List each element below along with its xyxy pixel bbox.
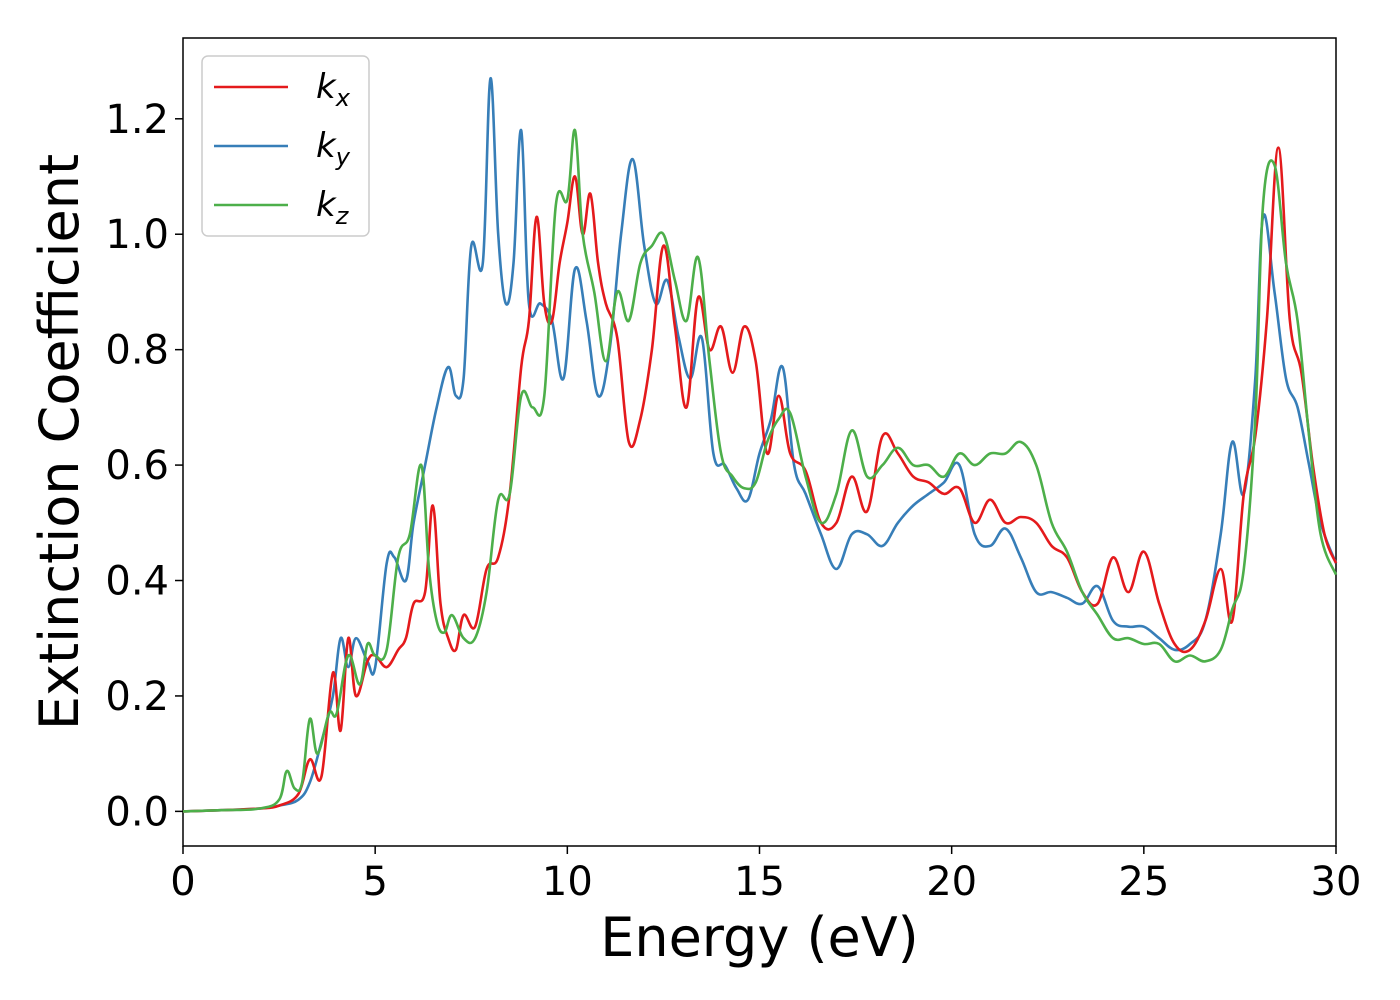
x-axis: 0 5 10 15 20 25 30	[170, 846, 1361, 905]
x-axis-title: Energy (eV)	[600, 906, 919, 969]
x-tick-label: 5	[362, 859, 387, 905]
y-tick-label: 0.2	[105, 674, 169, 720]
x-tick-label: 0	[170, 859, 195, 905]
legend-label-k_z: kz	[316, 185, 350, 230]
x-tick-label: 15	[734, 859, 785, 905]
series-line-k_x	[182, 146, 1338, 813]
y-tick-label: 1.0	[105, 212, 169, 258]
y-tick-label: 0.4	[105, 559, 169, 605]
series-line-k_z	[182, 128, 1338, 813]
series-line-k_y	[182, 77, 1338, 813]
y-tick-label: 1.2	[105, 97, 169, 143]
legend-label-k_x: kx	[316, 67, 351, 112]
x-tick-label: 25	[1118, 859, 1169, 905]
x-tick-label: 20	[926, 859, 977, 905]
y-tick-label: 0.6	[105, 443, 169, 489]
x-tick-label: 30	[1311, 859, 1362, 905]
legend-label-k_y: ky	[316, 126, 351, 171]
y-tick-label: 0.8	[105, 328, 169, 374]
y-axis: 0.0 0.2 0.4 0.6 0.8 1.0 1.2	[105, 97, 183, 835]
legend: kx ky kz	[201, 55, 370, 237]
series-lines	[182, 77, 1338, 813]
x-tick-label: 10	[542, 859, 593, 905]
y-axis-title: Extinction Coefficient	[28, 154, 91, 730]
y-tick-label: 0.0	[105, 789, 169, 835]
